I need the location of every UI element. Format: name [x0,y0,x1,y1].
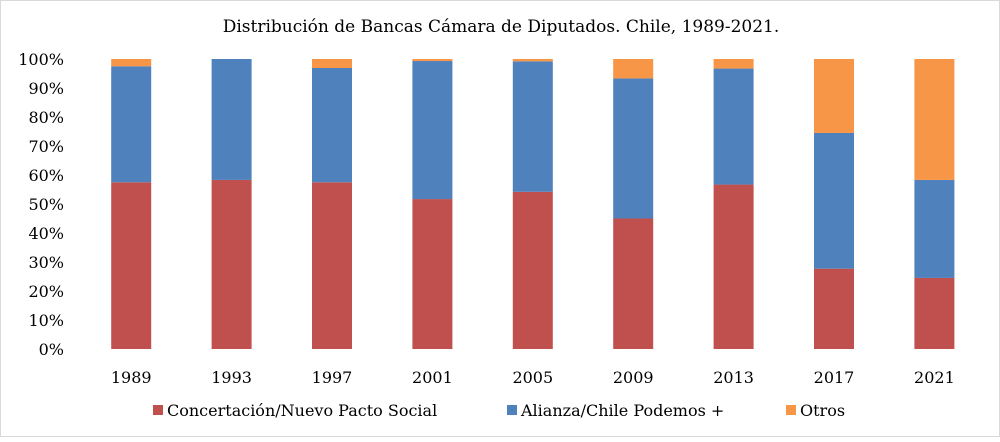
y-tick-label: 30% [28,253,64,272]
legend-swatch [153,405,163,415]
bar-2001-series-1 [412,61,453,200]
bar-1993-series-1 [211,59,252,180]
y-tick-label: 20% [28,282,64,301]
legend-label: Concertación/Nuevo Pacto Social [167,401,437,420]
bar-1989-series-2 [111,59,152,67]
x-tick-label: 2005 [512,368,553,387]
y-tick-label: 70% [28,137,64,156]
y-tick-label: 10% [28,311,64,330]
x-tick-label: 2013 [713,368,754,387]
bar-2001-series-0 [412,199,453,349]
chart-title: Distribución de Bancas Cámara de Diputad… [223,17,780,37]
bar-2021-series-2 [914,59,955,180]
legend-label: Alianza/Chile Podemos + [520,401,724,420]
x-tick-label: 1989 [111,368,152,387]
x-tick-label: 1993 [211,368,252,387]
y-tick-label: 80% [28,108,64,127]
y-tick-label: 90% [28,79,64,98]
x-tick-label: 2001 [412,368,453,387]
bar-2001-series-2 [412,59,453,62]
bar-1989-series-1 [111,66,152,183]
bar-2009-series-2 [613,59,654,79]
legend-label: Otros [800,401,845,420]
bar-2017-series-2 [814,59,854,133]
bar-2013-series-1 [713,68,754,185]
bar-2005-series-1 [512,61,553,192]
bar-2005-series-2 [512,59,553,62]
y-tick-label: 50% [28,195,64,214]
x-tick-label: 2021 [914,368,955,387]
bar-1989-series-0 [111,182,152,349]
bar-1997-series-2 [312,59,352,68]
bar-2021-series-0 [914,277,955,349]
x-tick-label: 1997 [312,368,353,387]
bar-2013-series-0 [713,184,754,349]
bar-2005-series-0 [512,191,553,349]
bar-2017-series-0 [814,268,854,349]
y-tick-label: 60% [28,166,64,185]
bar-1997-series-0 [312,182,352,349]
legend-swatch [786,405,796,415]
bar-2021-series-1 [914,179,955,278]
y-tick-label: 40% [28,224,64,243]
y-tick-label: 100% [18,50,64,69]
bar-1993-series-0 [211,179,252,349]
bar-2009-series-0 [613,218,654,349]
x-tick-label: 2009 [613,368,654,387]
bar-2013-series-2 [713,59,754,69]
x-tick-label: 2017 [814,368,855,387]
bar-1997-series-1 [312,67,352,183]
bar-2017-series-1 [814,132,854,269]
y-tick-label: 0% [39,340,64,359]
legend-swatch [507,405,517,415]
bar-2009-series-1 [613,78,654,219]
